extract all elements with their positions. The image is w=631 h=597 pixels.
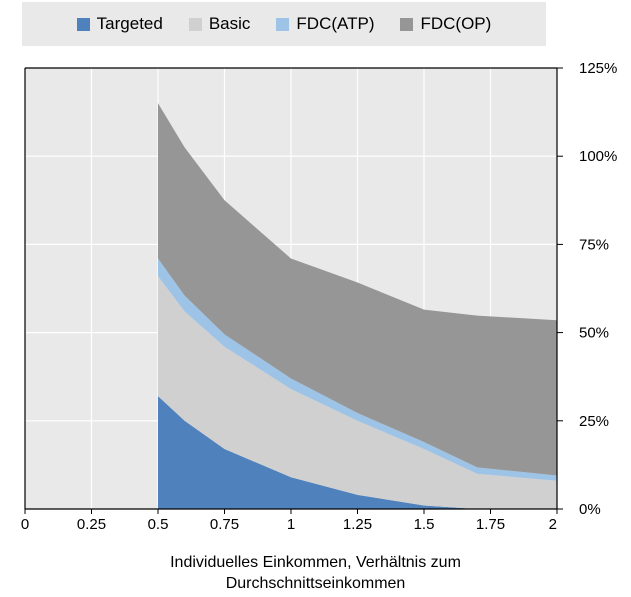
legend-swatch-fdc-atp [276,17,290,31]
pension-chart: 0 0.25 0.5 0.75 1 1.25 1.5 1.75 2 0% 25% 50% 75% 100%… [21,60,618,533]
area-series-basic [158,276,557,509]
x-tick-label: 0.5 [148,516,169,533]
y-tick-label: 125% [579,60,617,77]
legend-label-basic: Basic [208,14,251,33]
area-series-targeted [158,396,557,509]
x-tick-label: 0.75 [210,516,239,533]
legend-item-fdc-atp: FDC(ATP) [276,14,374,34]
legend-swatch-fdc-op [400,17,414,31]
tick-labels: 0 0.25 0.5 0.75 1 1.25 1.5 1.75 2 0% 25% 50% 75% 100%… [21,60,618,533]
y-tick-label: 50% [579,325,609,342]
x-axis-title-line-1: Individuelles Einkommen, Verhältnis zum [170,554,461,571]
legend-swatch-basic [188,17,202,31]
x-axis-title: Individuelles Einkommen, Verhältnis zum … [0,552,631,594]
area-series-fdc-op [158,103,557,476]
y-tick-label: 75% [579,236,609,253]
legend-label-fdc-op: FDC(OP) [420,14,492,33]
x-tick-label: 1.25 [343,516,372,533]
y-tick-label: 0% [579,501,601,518]
x-tick-label: 2 [549,516,557,533]
x-tick-label: 1.5 [414,516,435,533]
chart-legend: Targeted Basic FDC(ATP) FDC(OP) [22,2,546,46]
x-tick-label: 0 [21,516,29,533]
stacked-areas [158,103,557,509]
x-tick-label: 1.75 [476,516,505,533]
legend-swatch-targeted [76,17,90,31]
axes [24,67,563,514]
legend-item-fdc-op: FDC(OP) [400,14,491,34]
y-tick-label: 100% [579,148,617,165]
legend-label-targeted: Targeted [96,14,163,33]
legend-item-targeted: Targeted [76,14,163,34]
x-tick-label: 1 [287,516,295,533]
x-axis-title-line-2: Durchschnittseinkommen [225,575,406,592]
y-tick-label: 25% [579,413,609,430]
x-tick-label: 0.25 [77,516,106,533]
legend-item-basic: Basic [188,14,251,34]
legend-label-fdc-atp: FDC(ATP) [296,14,375,33]
